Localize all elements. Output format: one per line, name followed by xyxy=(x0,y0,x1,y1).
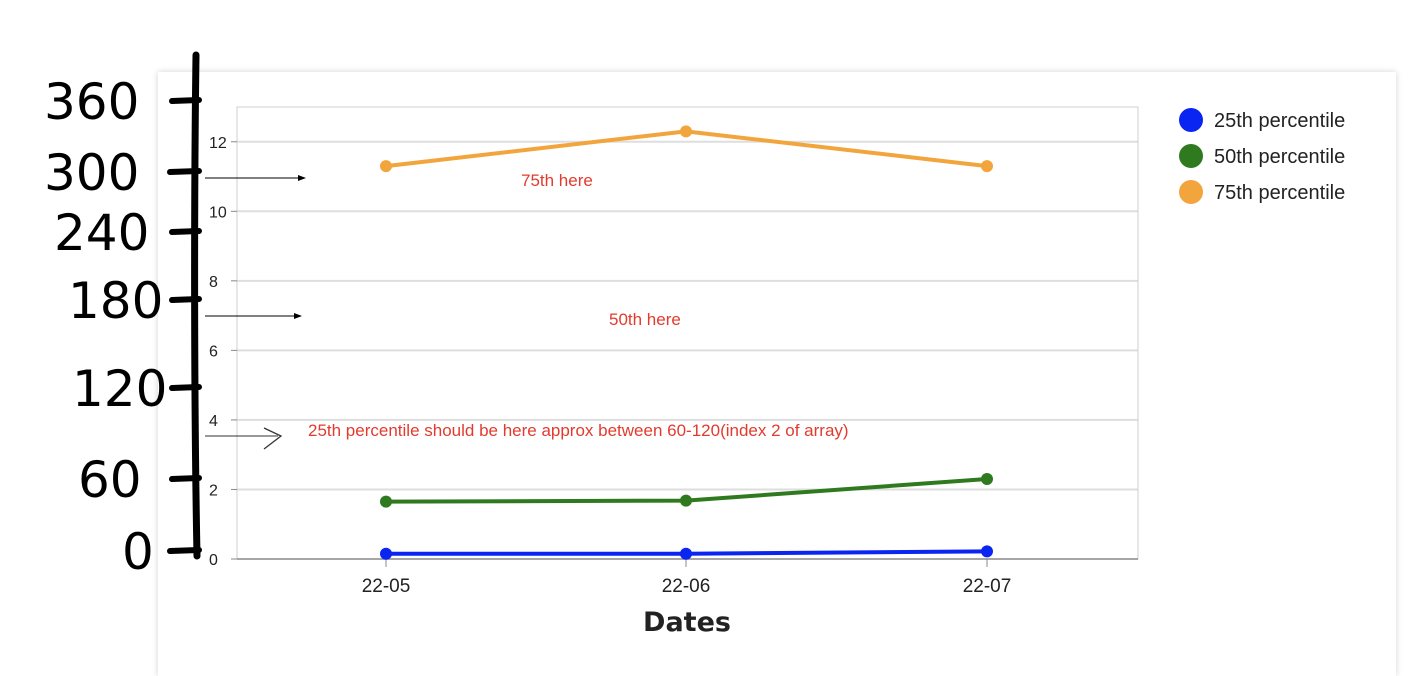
data-point[interactable] xyxy=(981,160,993,173)
handwritten-tick xyxy=(169,97,202,104)
handwritten-label: 120 xyxy=(72,360,167,418)
handwritten-tick xyxy=(167,168,202,175)
x-axis: 22-05 22-06 22-07 xyxy=(237,558,1138,597)
annotation-text: 25th percentile should be here approx be… xyxy=(308,421,849,440)
y-tick-label: 10 xyxy=(209,204,227,221)
handwritten-tick xyxy=(169,228,202,235)
y-tick-label: 8 xyxy=(209,274,218,291)
legend-label[interactable]: 50th percentile xyxy=(1214,146,1345,168)
handwritten-tick xyxy=(167,547,202,554)
legend-swatch[interactable] xyxy=(1179,108,1203,132)
data-point[interactable] xyxy=(981,473,993,486)
x-tick-label: 22-05 xyxy=(362,576,411,597)
grid-lines xyxy=(237,140,1138,491)
data-point[interactable] xyxy=(680,494,692,507)
handwritten-tick xyxy=(169,475,202,482)
handwritten-label: 300 xyxy=(44,144,139,202)
series-group xyxy=(380,125,993,560)
handwritten-label: 0 xyxy=(122,523,154,581)
annotation-text: 75th here xyxy=(521,171,593,190)
handwritten-tick xyxy=(169,296,202,303)
legend-label[interactable]: 75th percentile xyxy=(1214,182,1345,204)
handwritten-label: 60 xyxy=(78,451,142,509)
handwritten-tick xyxy=(169,384,202,391)
y-tick-label: 12 xyxy=(209,135,227,152)
data-point[interactable] xyxy=(981,545,993,558)
handwritten-label: 360 xyxy=(44,73,139,131)
data-point[interactable] xyxy=(380,495,392,508)
chart-card xyxy=(158,72,1396,676)
y-tick-label: 6 xyxy=(209,343,218,360)
arrow-head xyxy=(294,313,302,319)
arrow-head xyxy=(263,427,283,450)
legend-label[interactable]: 25th percentile xyxy=(1214,110,1345,132)
y-tick-label: 4 xyxy=(209,413,218,430)
x-axis-title: Dates xyxy=(643,607,731,638)
annotations: 75th here 50th here 25th percentile should… xyxy=(205,171,849,450)
x-tick-label: 22-06 xyxy=(662,576,711,597)
handwritten-label: 180 xyxy=(68,272,163,330)
legend: 25th percentile 50th percentile 75th perce… xyxy=(1179,108,1345,204)
data-point[interactable] xyxy=(680,125,692,138)
y-tick-label: 2 xyxy=(209,482,218,499)
handwritten-label: 240 xyxy=(54,204,149,262)
legend-swatch[interactable] xyxy=(1179,144,1203,168)
x-tick-label: 22-07 xyxy=(963,576,1012,597)
data-point[interactable] xyxy=(680,547,692,560)
data-point[interactable] xyxy=(380,547,392,560)
plot-area-border xyxy=(236,106,1139,560)
y-axis-ticks: 0 2 4 6 8 10 12 xyxy=(209,135,237,569)
annotation-text: 50th here xyxy=(609,310,681,329)
data-point[interactable] xyxy=(380,160,392,173)
arrow-head xyxy=(298,175,306,181)
y-tick-label: 0 xyxy=(209,552,218,569)
legend-swatch[interactable] xyxy=(1179,180,1203,204)
